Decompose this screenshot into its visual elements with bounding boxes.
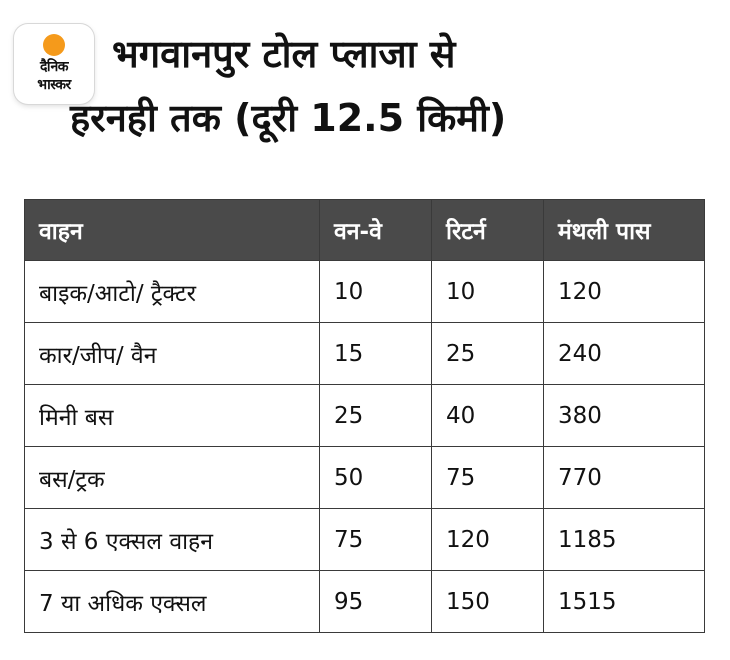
cell-vehicle: कार/जीप/ वैन (24, 322, 320, 385)
table-row: कार/जीप/ वैन 15 25 240 (24, 322, 705, 385)
table-row: 7 या अधिक एक्सल 95 150 1515 (24, 570, 705, 633)
table-row: बस/ट्रक 50 75 770 (24, 446, 705, 509)
cell-monthly-pass: 380 (543, 384, 705, 447)
table-header-row: वाहन वन-वे रिटर्न मंथली पास (24, 199, 705, 261)
cell-vehicle: 7 या अधिक एक्सल (24, 570, 320, 633)
cell-one-way: 50 (319, 446, 432, 509)
logo-text-line2: भास्कर (37, 77, 71, 93)
cell-return: 10 (431, 260, 544, 323)
headline-line1: भगवानपुर टोल प्लाजा से (112, 32, 456, 76)
cell-one-way: 95 (319, 570, 432, 633)
cell-one-way: 25 (319, 384, 432, 447)
cell-monthly-pass: 770 (543, 446, 705, 509)
table-row: मिनी बस 25 40 380 (24, 384, 705, 447)
column-header-one-way: वन-वे (319, 199, 432, 261)
cell-return: 150 (431, 570, 544, 633)
headline: भगवानपुर टोल प्लाजा से हरनही तक (दूरी 12… (0, 22, 730, 150)
logo-text-line1: दैनिक (39, 59, 69, 75)
cell-one-way: 15 (319, 322, 432, 385)
cell-vehicle: मिनी बस (24, 384, 320, 447)
cell-return: 25 (431, 322, 544, 385)
table-row: 3 से 6 एक्सल वाहन 75 120 1185 (24, 508, 705, 571)
column-header-return: रिटर्न (431, 199, 544, 261)
column-header-monthly-pass: मंथली पास (543, 199, 705, 261)
cell-return: 40 (431, 384, 544, 447)
cell-vehicle: बाइक/आटो/ ट्रैक्टर (24, 260, 320, 323)
dainik-bhaskar-logo: दैनिक भास्कर (14, 24, 94, 104)
column-header-vehicle: वाहन (24, 199, 320, 261)
cell-one-way: 75 (319, 508, 432, 571)
toll-fare-table: वाहन वन-वे रिटर्न मंथली पास बाइक/आटो/ ट्… (24, 199, 705, 633)
cell-monthly-pass: 240 (543, 322, 705, 385)
cell-monthly-pass: 120 (543, 260, 705, 323)
cell-return: 75 (431, 446, 544, 509)
cell-monthly-pass: 1515 (543, 570, 705, 633)
cell-vehicle: 3 से 6 एक्सल वाहन (24, 508, 320, 571)
sun-icon (43, 34, 65, 56)
table-row: बाइक/आटो/ ट्रैक्टर 10 10 120 (24, 260, 705, 323)
cell-vehicle: बस/ट्रक (24, 446, 320, 509)
cell-return: 120 (431, 508, 544, 571)
cell-monthly-pass: 1185 (543, 508, 705, 571)
headline-line2: हरनही तक (दूरी 12.5 किमी) (70, 96, 507, 140)
cell-one-way: 10 (319, 260, 432, 323)
